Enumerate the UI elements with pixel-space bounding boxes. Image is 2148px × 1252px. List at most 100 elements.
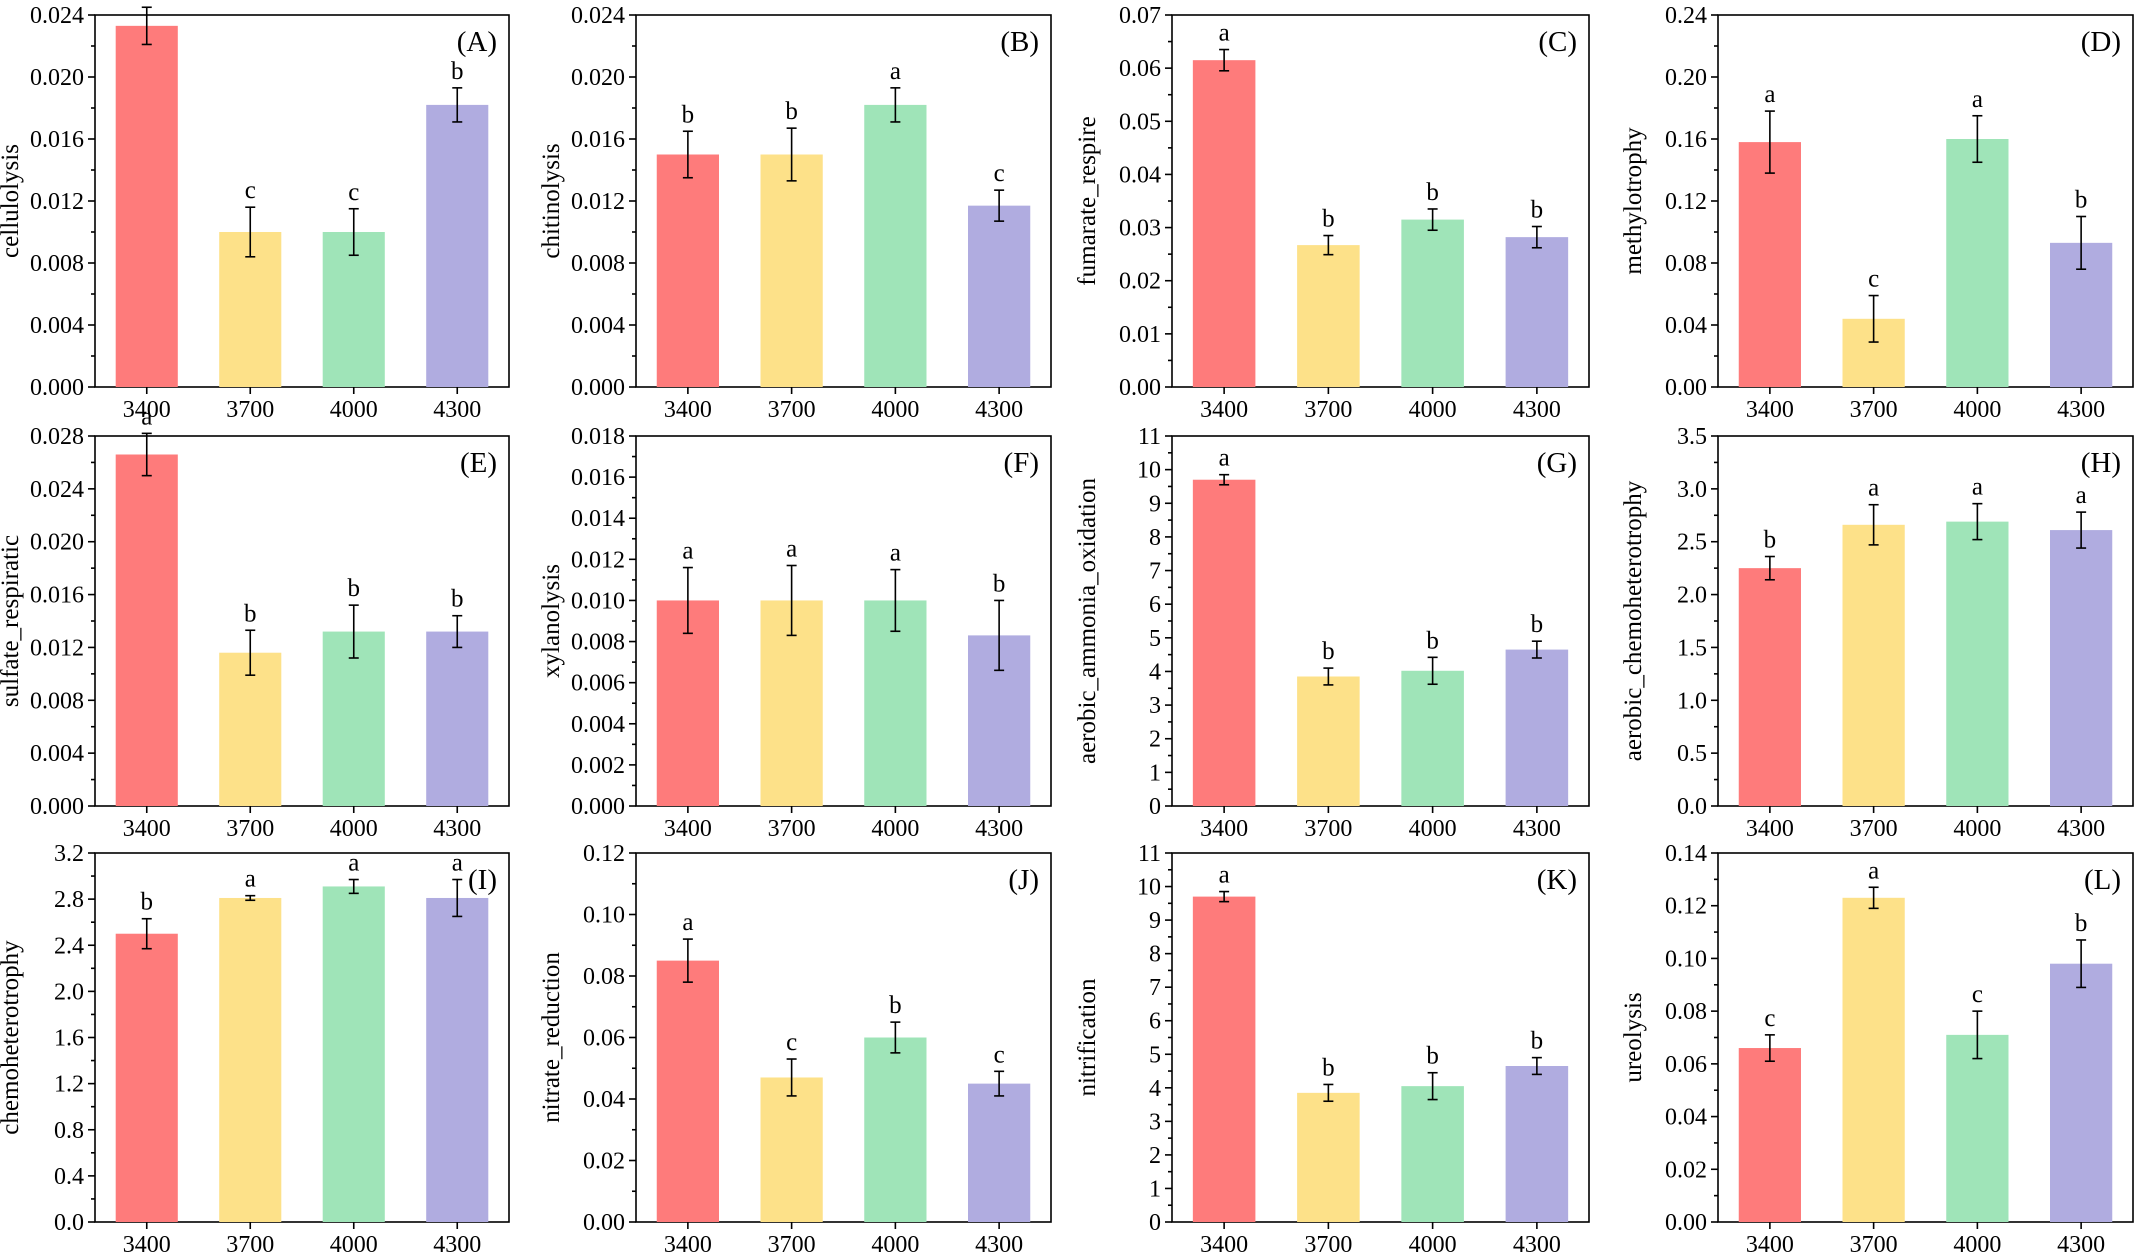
panel-label: (C) xyxy=(1538,26,1577,58)
y-tick-label: 0.000 xyxy=(571,794,625,820)
y-tick-label: 2 xyxy=(1149,727,1161,753)
y-tick-label: 1 xyxy=(1149,760,1161,786)
y-tick-label: 0.008 xyxy=(571,630,625,656)
x-tick-label: 3400 xyxy=(123,816,171,842)
significance-letter: b xyxy=(1531,1028,1544,1055)
y-tick-label: 6 xyxy=(1149,592,1161,618)
y-tick-label: 9 xyxy=(1149,491,1161,517)
x-tick-label: 4000 xyxy=(1953,1232,2001,1252)
significance-letter: c xyxy=(1868,266,1879,293)
panel-b: 0.000 0.004 0.008 0.012 0.016 0.020 0.024 chiti… xyxy=(538,3,1052,423)
significance-letter: a xyxy=(682,538,693,565)
y-tick-label: 1 xyxy=(1149,1176,1161,1202)
panel-e: 0.000 0.004 0.008 0.012 0.016 0.020 0.024 0.028… xyxy=(0,403,510,842)
significance-letter: a xyxy=(452,850,463,877)
bar-4000 xyxy=(322,631,385,806)
significance-letter: c xyxy=(994,1041,1005,1068)
panel-label: (G) xyxy=(1537,447,1577,479)
y-tick-label: 0.12 xyxy=(1665,894,1707,920)
panel-label: (K) xyxy=(1537,864,1577,896)
y-tick-label: 0.4 xyxy=(54,1164,84,1190)
y-axis-title: sulfate_respiratic xyxy=(0,535,24,707)
significance-letter: b xyxy=(1531,611,1544,638)
y-tick-label: 0.06 xyxy=(583,1026,625,1052)
x-tick-label: 4300 xyxy=(1513,816,1561,842)
y-tick-label: 0.006 xyxy=(571,671,625,697)
significance-letter: a xyxy=(682,909,693,936)
panel-label: (A) xyxy=(457,26,497,58)
y-tick-label: 0.06 xyxy=(1119,56,1161,82)
x-tick-label: 3700 xyxy=(226,1232,274,1252)
y-tick-label: 9 xyxy=(1149,908,1161,934)
significance-letter: c xyxy=(994,160,1005,187)
y-tick-label: 0.016 xyxy=(30,127,84,153)
bar-3700 xyxy=(219,232,282,387)
x-tick-label: 3400 xyxy=(1746,1232,1794,1252)
bar-4000 xyxy=(1401,219,1464,387)
x-tick-label: 3700 xyxy=(1850,1232,1898,1252)
significance-letter: a xyxy=(1764,81,1775,108)
bar-4300 xyxy=(426,631,489,806)
panel-label: (L) xyxy=(2084,864,2121,896)
bar-4000 xyxy=(322,886,385,1222)
bar-3400 xyxy=(1738,568,1801,806)
panel-i: 0.0 0.4 0.8 1.2 1.6 2.0 2.4 2.8 3.2 chemoheterotr… xyxy=(0,841,510,1252)
panel-a: 0.000 0.004 0.008 0.012 0.016 0.020 0.024 cellu… xyxy=(0,0,510,423)
x-tick-label: 3400 xyxy=(1200,816,1248,842)
y-axis-title: xylanolysis xyxy=(538,564,565,678)
x-tick-label: 3400 xyxy=(664,397,712,423)
bar-4000 xyxy=(322,232,385,387)
bar-3400 xyxy=(115,454,178,806)
significance-letter: c xyxy=(1972,981,1983,1008)
significance-letter: a xyxy=(1219,862,1230,889)
x-tick-label: 3400 xyxy=(1746,816,1794,842)
significance-letter: a xyxy=(348,850,359,877)
y-tick-label: 0.012 xyxy=(30,189,84,215)
y-tick-label: 0.004 xyxy=(30,741,84,767)
x-tick-label: 4000 xyxy=(330,397,378,423)
bar-3700 xyxy=(760,1077,823,1222)
bar-3400 xyxy=(656,960,719,1222)
panel-label: (I) xyxy=(468,864,497,896)
significance-letter: b xyxy=(785,98,798,125)
panel-label: (D) xyxy=(2081,26,2121,58)
x-tick-label: 3700 xyxy=(1304,1232,1352,1252)
panel-label: (B) xyxy=(1000,26,1039,58)
x-tick-label: 4000 xyxy=(871,816,919,842)
y-tick-label: 0.08 xyxy=(1665,999,1707,1025)
y-tick-label: 0.016 xyxy=(571,465,625,491)
y-tick-label: 0.000 xyxy=(30,375,84,401)
y-axis-title: fumarate_respire xyxy=(1074,116,1101,285)
x-tick-label: 4000 xyxy=(1409,397,1457,423)
x-tick-label: 3700 xyxy=(1850,397,1898,423)
bar-4300 xyxy=(1505,1066,1569,1222)
significance-letter: a xyxy=(141,403,152,430)
x-tick-label: 3700 xyxy=(226,816,274,842)
significance-letter: b xyxy=(141,889,154,916)
y-tick-label: 0.004 xyxy=(571,313,625,339)
x-tick-label: 3700 xyxy=(1304,397,1352,423)
y-tick-label: 0.012 xyxy=(571,547,625,573)
y-axis-title: aerobic_chemoheterotrophy xyxy=(1620,480,1647,761)
y-tick-label: 4 xyxy=(1149,659,1161,685)
significance-letter: c xyxy=(786,1029,797,1056)
y-tick-label: 0.020 xyxy=(30,65,84,91)
significance-letter: b xyxy=(1531,197,1544,224)
y-tick-label: 5 xyxy=(1149,626,1161,652)
y-tick-label: 0.012 xyxy=(30,635,84,661)
y-tick-label: 11 xyxy=(1138,841,1161,867)
x-tick-label: 3400 xyxy=(1200,397,1248,423)
panel-label: (H) xyxy=(2081,447,2121,479)
significance-letter: b xyxy=(244,600,257,627)
y-tick-label: 1.5 xyxy=(1677,635,1707,661)
panel-label: (F) xyxy=(1004,447,1039,479)
y-tick-label: 0.010 xyxy=(571,588,625,614)
x-tick-label: 4300 xyxy=(433,816,481,842)
significance-letter: b xyxy=(993,570,1006,597)
y-tick-label: 3.0 xyxy=(1677,477,1707,503)
bar-3700 xyxy=(219,652,282,806)
significance-letter: a xyxy=(141,0,152,4)
bar-4000 xyxy=(1401,670,1464,806)
y-tick-label: 6 xyxy=(1149,1009,1161,1035)
